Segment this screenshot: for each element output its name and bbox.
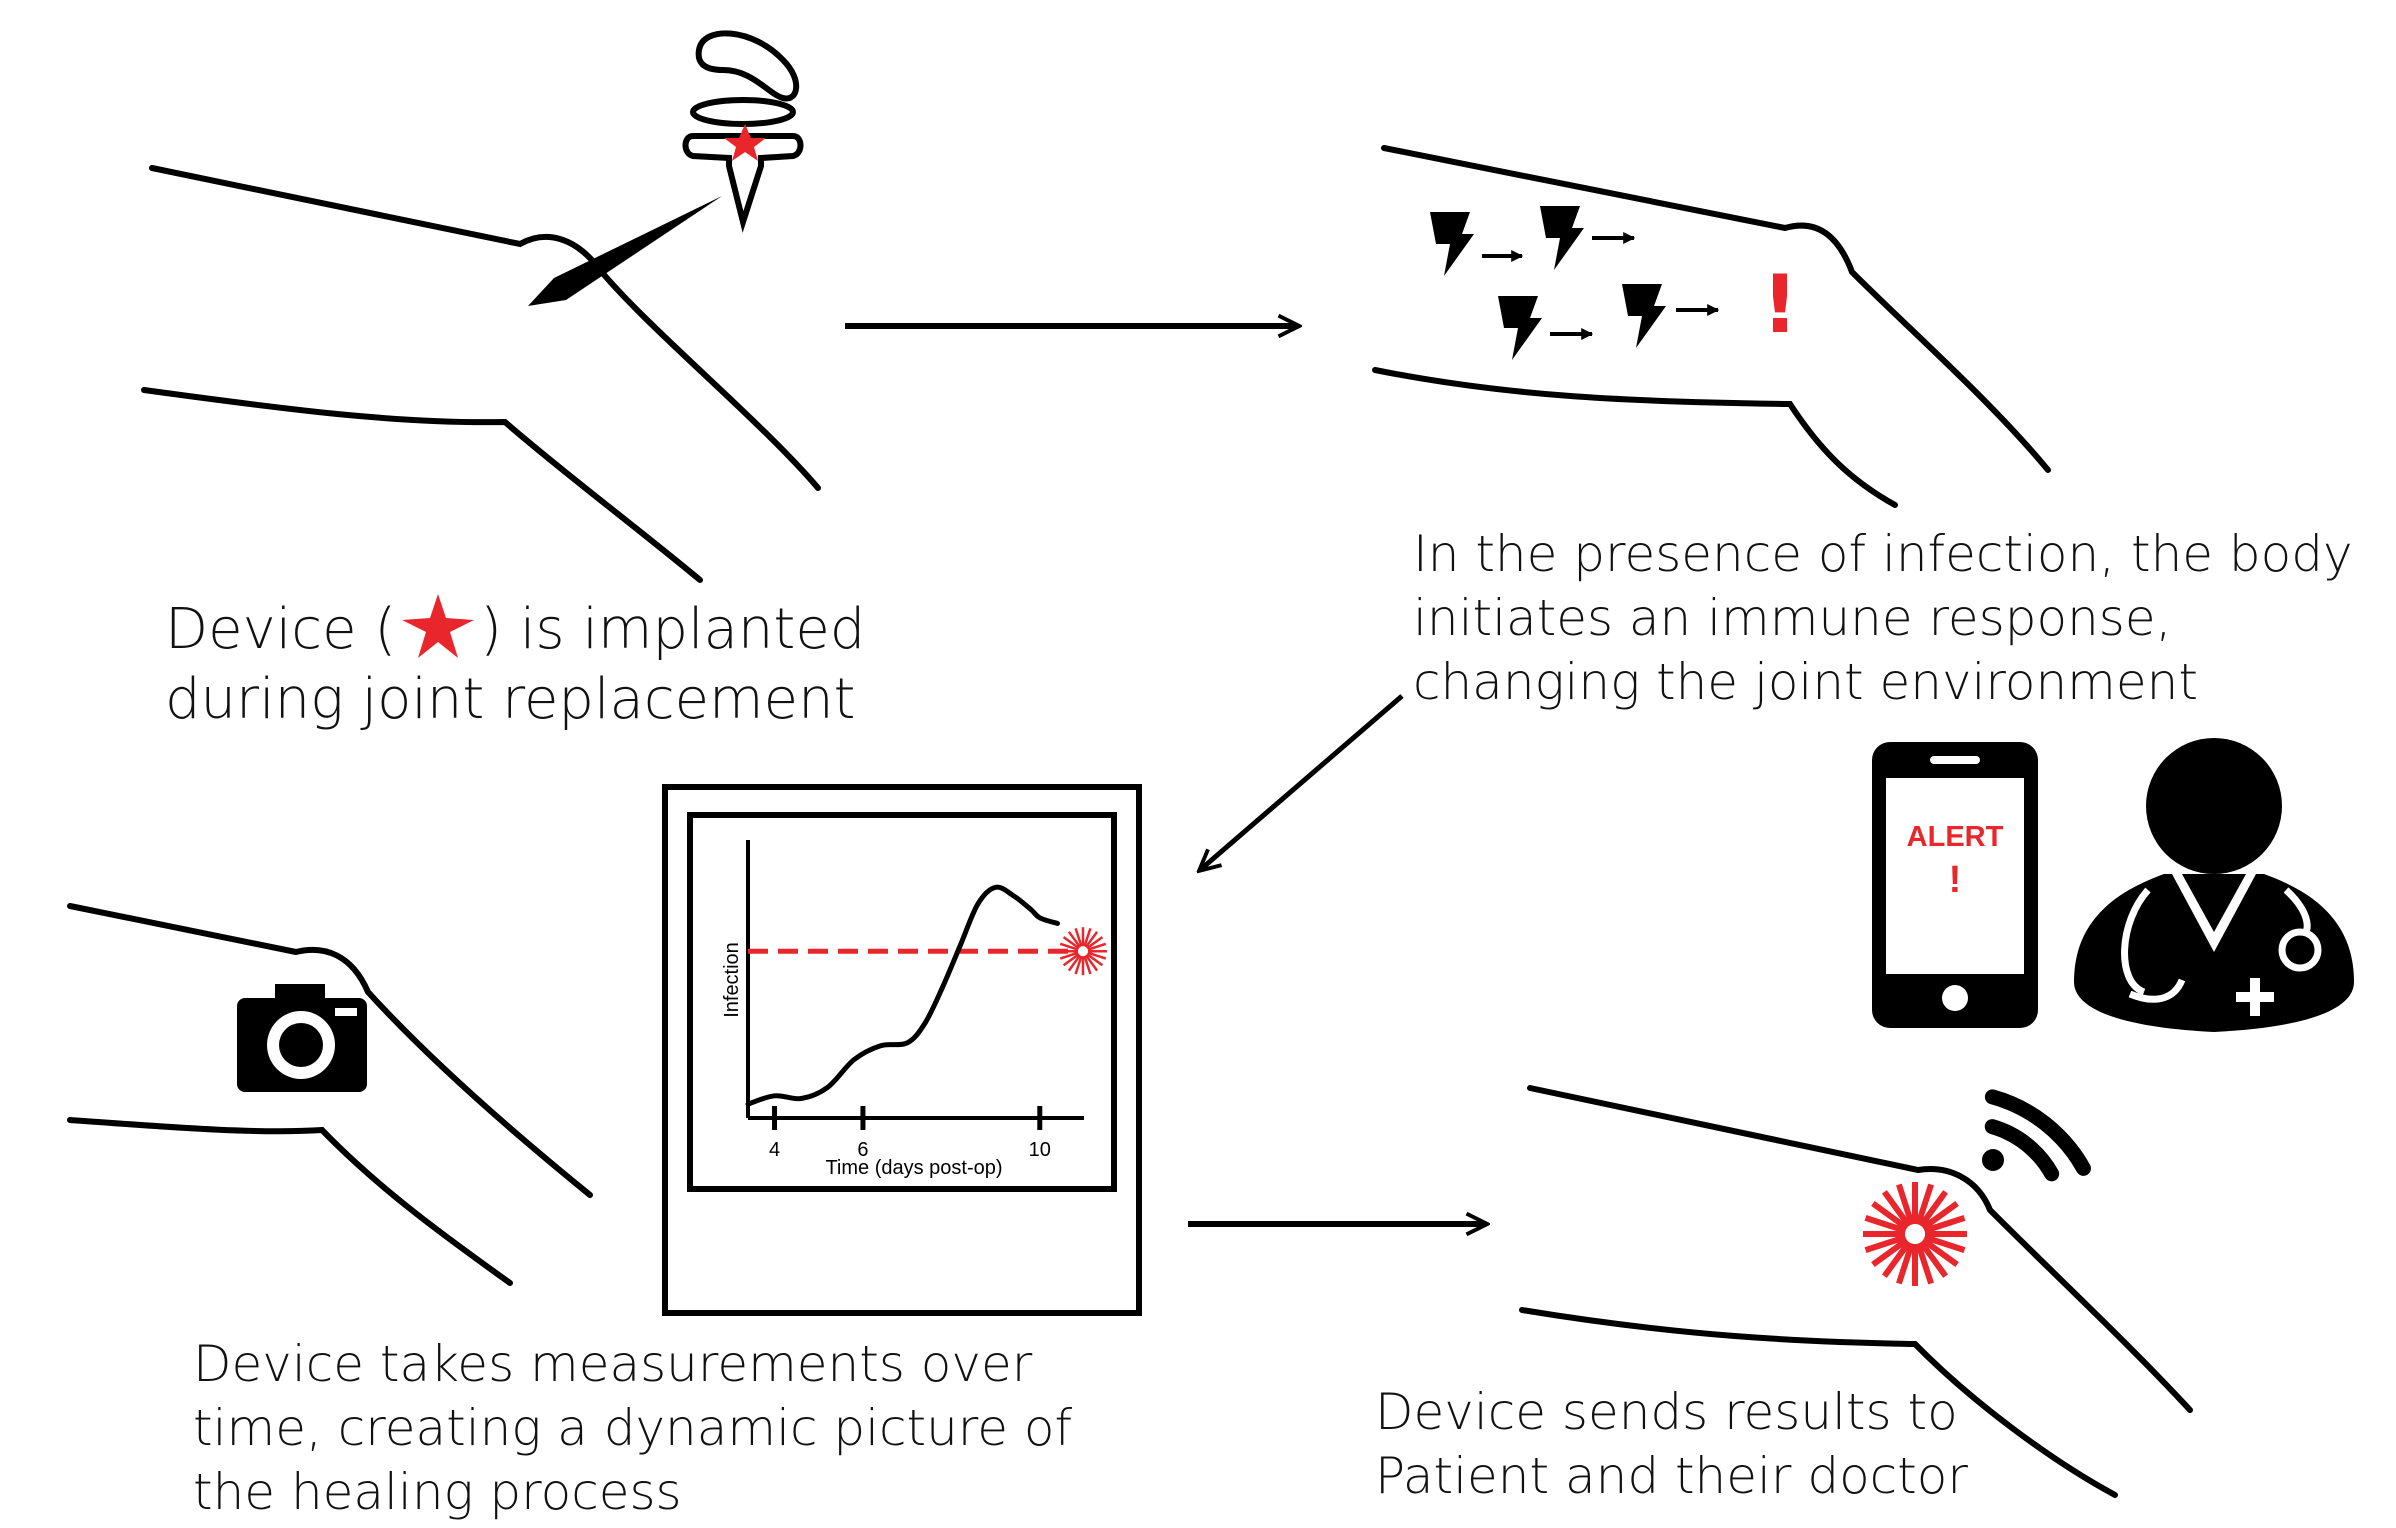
caption-send-line1: Device sends results to	[1375, 1383, 1958, 1441]
caption-infection-line3: changing the joint environment	[1413, 653, 2198, 711]
burst-ray	[1083, 928, 1092, 947]
leg-outline-send	[1519, 1085, 2193, 1498]
burst-ray	[1918, 1190, 1949, 1228]
burst-ray	[1864, 1234, 1907, 1253]
burst-ray	[1915, 1242, 1934, 1285]
caption-implant-line2: during joint replacement	[165, 667, 856, 732]
burst-ray	[1871, 1237, 1909, 1268]
implant-device-icon	[682, 30, 804, 233]
burst-ray	[1923, 1234, 1966, 1253]
burst-ray	[1923, 1215, 1966, 1234]
infection-chart: 4 6 10 Infection Time (days post-op)	[721, 840, 1107, 1179]
lightning-icon	[1498, 296, 1594, 360]
burst-icon	[1059, 927, 1107, 976]
chart-frame-inner	[687, 812, 1117, 1192]
star-icon	[402, 594, 475, 658]
lightning-icon	[1430, 212, 1524, 276]
burst-ray	[1074, 928, 1083, 947]
caption-send: Device sends results to Patient and thei…	[1375, 1380, 1968, 1508]
burst-ray	[1086, 953, 1104, 967]
burst-ray	[1067, 931, 1082, 948]
lightning-icon	[1622, 284, 1720, 348]
burst-ray	[1059, 942, 1079, 951]
caption-measure-line1: Device takes measurements over	[193, 1335, 1033, 1393]
leg-outline-measure	[67, 903, 593, 1286]
caption-implant-part1: Device (	[165, 597, 397, 662]
burst-ray	[1896, 1242, 1915, 1285]
burst-ray	[1087, 951, 1107, 960]
burst-ray	[1871, 1200, 1909, 1231]
burst-ray	[1896, 1183, 1915, 1226]
star-icon	[724, 124, 766, 161]
caption-send-line2: Patient and their doctor	[1375, 1447, 1968, 1505]
caption-measure-line2: time, creating a dynamic picture of	[193, 1399, 1073, 1457]
burst-ray	[1059, 951, 1079, 960]
burst-ray	[1921, 1237, 1959, 1268]
burst-ray	[1915, 1183, 1934, 1226]
burst-ray	[1067, 954, 1082, 972]
burst-ray	[1086, 936, 1104, 950]
caption-infection-line2: initiates an immune response,	[1413, 589, 2172, 647]
burst-ray	[1864, 1215, 1907, 1234]
caption-measure: Device takes measurements over time, cre…	[193, 1332, 1072, 1524]
chart-x-tick-label: 10	[1029, 1139, 1051, 1161]
burst-ray	[1083, 955, 1092, 975]
chart-series-line	[745, 884, 1060, 1107]
burst-ray	[1062, 936, 1080, 950]
phone-icon: ALERT !	[1872, 742, 2038, 1028]
burst-ray	[1062, 953, 1080, 967]
burst-ray	[1087, 942, 1107, 951]
wifi-icon	[1982, 1089, 2091, 1182]
burst-ray	[1881, 1190, 1912, 1228]
implant-pointer-arrow-icon	[528, 196, 722, 306]
caption-infection: In the presence of infection, the body i…	[1413, 522, 2353, 714]
caption-implant: Device ( ) is implanted during joint repl…	[165, 592, 865, 735]
exclamation-icon: !	[1762, 258, 1798, 351]
arrow-icon	[1200, 694, 1404, 870]
burst-ray	[1084, 954, 1099, 972]
burst-ray	[1918, 1240, 1949, 1278]
leg-outline-infection	[1372, 145, 2051, 508]
burst-ray	[1084, 931, 1099, 948]
burst-ray	[1881, 1240, 1912, 1278]
burst-ray	[1074, 955, 1083, 975]
caption-measure-line3: the healing process	[193, 1463, 682, 1521]
caption-infection-line1: In the presence of infection, the body	[1413, 525, 2353, 583]
alert-title: ALERT	[1907, 821, 2004, 853]
alert-mark: !	[1949, 859, 1962, 901]
chart-x-tick-label: 4	[769, 1139, 780, 1161]
lightning-group	[1430, 206, 1720, 360]
burst-ray	[1921, 1200, 1959, 1231]
caption-implant-part2: ) is implanted	[480, 597, 866, 662]
lightning-icon	[1540, 206, 1636, 270]
burst-icon	[1863, 1182, 1967, 1286]
doctor-icon	[2074, 738, 2354, 1032]
camera-icon	[237, 984, 367, 1092]
chart-x-tick-label: 6	[857, 1139, 868, 1161]
chart-x-label: Time (days post-op)	[825, 1157, 1002, 1179]
leg-outline-implant	[141, 165, 821, 583]
chart-y-label: Infection	[721, 942, 743, 1018]
